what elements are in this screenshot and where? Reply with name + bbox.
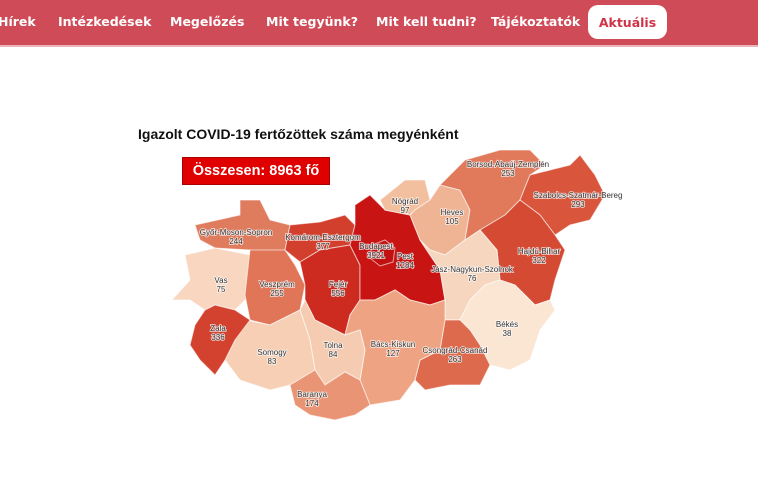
- county-name-label: Baranya: [297, 390, 327, 399]
- county-name-label: Borsod-Abaúj-Zemplén: [467, 160, 549, 169]
- county-name-label: Veszprém: [259, 280, 295, 289]
- county-value-label: 253: [501, 169, 515, 178]
- county-name-label: Hajdú-Bihar: [518, 247, 561, 256]
- county-value-label: 336: [211, 333, 225, 342]
- county-name-label: Heves: [441, 208, 464, 217]
- county-value-label: 83: [268, 357, 277, 366]
- county-zala: [189, 304, 251, 376]
- county-name-label: Pest: [397, 252, 414, 261]
- county-value-label: 127: [386, 349, 400, 358]
- nav-item-mit-tegyunk[interactable]: Mit tegyünk?: [266, 14, 358, 29]
- county-value-label: 76: [468, 274, 477, 283]
- county-value-label: 556: [331, 289, 345, 298]
- county-value-label: 75: [217, 285, 226, 294]
- county-name-label: Vas: [214, 276, 227, 285]
- county-baranya: [289, 369, 371, 421]
- county-value-label: 97: [401, 206, 410, 215]
- county-value-label: 377: [316, 242, 330, 251]
- top-navigation: Hírek Intézkedések Megelőzés Mit tegyünk…: [0, 0, 758, 47]
- county-value-label: 244: [229, 237, 243, 246]
- county-name-label: Győr-Moson-Sopron: [200, 228, 272, 237]
- county-value-label: 1284: [396, 261, 414, 270]
- county-value-label: 38: [503, 329, 512, 338]
- county-value-label: 322: [532, 256, 546, 265]
- nav-item-hirek[interactable]: Hírek: [0, 14, 36, 29]
- county-name-label: Zala: [210, 324, 226, 333]
- nav-item-aktualis[interactable]: Aktuális: [588, 5, 667, 39]
- total-count-badge: Összesen: 8963 fő: [182, 157, 330, 185]
- county-name-label: Csongrád-Csanád: [423, 346, 488, 355]
- county-value-label: 263: [448, 355, 462, 364]
- county-name-label: Jász-Nagykun-Szolnok: [431, 265, 514, 274]
- nav-item-megelozes[interactable]: Megelőzés: [170, 14, 245, 29]
- county-name-label: Komárom-Esztergom: [285, 233, 361, 242]
- county-value-label: 84: [329, 350, 338, 359]
- nav-item-intezkedesek[interactable]: Intézkedések: [58, 14, 152, 29]
- county-value-label: 255: [270, 289, 284, 298]
- county-name-label: Békés: [496, 320, 518, 329]
- county-name-label: Fejér: [329, 280, 348, 289]
- county-value-label: 3921: [367, 251, 385, 260]
- county-value-label: 105: [445, 217, 459, 226]
- nav-item-mit-kell-tudni[interactable]: Mit kell tudni?: [376, 14, 477, 29]
- county-name-label: Budapest: [359, 242, 394, 251]
- map-title: Igazolt COVID-19 fertőzöttek száma megyé…: [138, 126, 459, 142]
- county-vas: [170, 247, 251, 311]
- county-name-label: Tolna: [323, 341, 343, 350]
- nav-item-tajekoztatok[interactable]: Tájékoztatók: [491, 14, 581, 29]
- county-name-label: Bács-Kiskun: [371, 340, 415, 349]
- county-value-label: 293: [571, 200, 585, 209]
- county-name-label: Szabolcs-Szatmár-Bereg: [534, 191, 623, 200]
- county-budapest: [369, 239, 396, 267]
- county-name-label: Somogy: [257, 348, 286, 357]
- county-name-label: Nógrád: [392, 197, 418, 206]
- county-value-label: 174: [305, 399, 319, 408]
